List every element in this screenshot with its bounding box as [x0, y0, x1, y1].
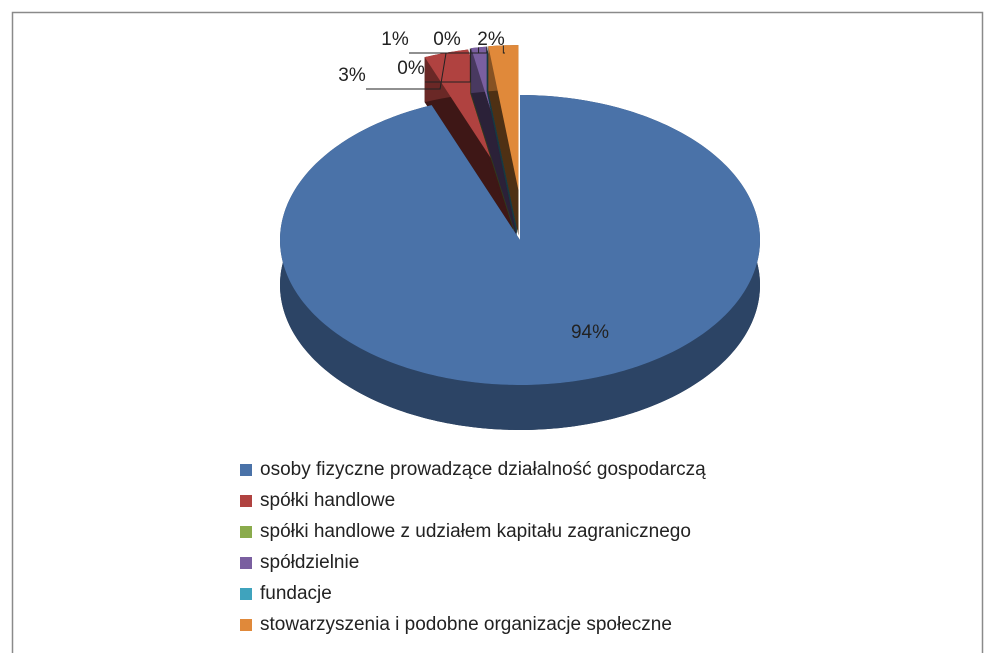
slice	[488, 45, 519, 191]
legend-swatch	[240, 495, 252, 507]
slice-wall	[424, 57, 514, 237]
leader-line	[366, 52, 447, 90]
legend-swatch	[240, 526, 252, 538]
legend-swatch	[240, 464, 252, 476]
legend-swatch	[240, 557, 252, 569]
slice-wall	[471, 48, 517, 236]
slice	[488, 45, 519, 236]
legend-label: spółki handlowe	[260, 490, 395, 511]
data-label: 1%	[381, 29, 409, 50]
slice	[280, 95, 760, 385]
legend-label: spółdzielnie	[260, 552, 359, 573]
legend-label: stowarzyszenia i podobne organizacje spo…	[260, 614, 672, 635]
data-label: 0%	[433, 29, 461, 50]
leader-line	[461, 46, 488, 54]
legend-label: fundacje	[260, 583, 332, 604]
legend-label: osoby fizyczne prowadzące działalność go…	[260, 459, 706, 480]
data-label: 94%	[571, 322, 609, 343]
leader-line	[425, 48, 471, 83]
legend-swatch	[240, 588, 252, 600]
data-label: 3%	[338, 65, 366, 86]
legend-swatch	[240, 619, 252, 631]
legend-label: spółki handlowe z udziałem kapitału zagr…	[260, 521, 691, 542]
data-label: 2%	[477, 29, 505, 50]
slice	[280, 95, 760, 430]
slice-wall	[488, 46, 519, 236]
leader-line	[502, 45, 505, 54]
data-label: 0%	[397, 58, 425, 79]
